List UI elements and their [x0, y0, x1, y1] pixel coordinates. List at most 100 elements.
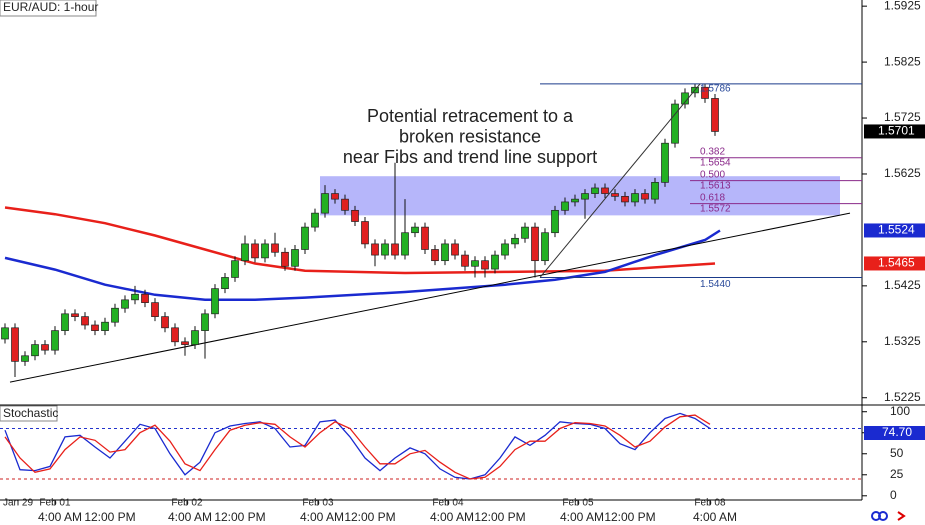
- candle-body: [441, 243, 449, 262]
- y-tick-label: 1.5425: [884, 278, 921, 292]
- candle-body: [11, 327, 19, 362]
- candle-body: [531, 226, 539, 262]
- candle-body: [701, 86, 709, 99]
- fib-ratio: 0.382: [700, 146, 725, 157]
- x-tick-label: Feb 04: [432, 498, 464, 509]
- price-label: 1.5465: [878, 256, 915, 270]
- time-tick-label: 4:00 AM: [38, 510, 82, 524]
- candle-body: [371, 243, 379, 256]
- candle-body: [211, 288, 219, 315]
- candle-body: [661, 142, 669, 183]
- candle-body: [91, 324, 99, 331]
- candle-body: [101, 321, 109, 331]
- fib-price: 1.5654: [700, 157, 731, 168]
- candle-body: [521, 226, 529, 239]
- time-tick-label: 4:00 AM: [430, 510, 474, 524]
- stochastic-value-box: [864, 425, 925, 440]
- candle-body: [431, 249, 439, 262]
- candle-body: [641, 193, 649, 200]
- x-tick-label: Feb 02: [171, 498, 203, 509]
- time-tick-label: 4:00 AM: [168, 510, 212, 524]
- y-tick-label: 1.5225: [884, 390, 921, 404]
- candle-body: [61, 313, 69, 331]
- candle-body: [391, 243, 399, 256]
- stochastic-line: [4, 414, 711, 480]
- candle-body: [671, 103, 679, 144]
- candle-body: [21, 355, 29, 362]
- fib-price: 1.5572: [700, 203, 731, 214]
- annotation: Potential retracement to a: [367, 106, 574, 126]
- candle-body: [351, 209, 359, 222]
- y-tick-label: 25: [890, 467, 904, 481]
- time-tick-label: 12:00 PM: [604, 510, 655, 524]
- y-tick-label: 1.5925: [884, 0, 921, 12]
- candle-body: [621, 195, 629, 203]
- indicator-title: Stochastic: [3, 406, 58, 420]
- candle-body: [551, 209, 559, 234]
- x-tick-label: Feb 01: [39, 498, 71, 509]
- time-tick-label: 12:00 PM: [84, 510, 135, 524]
- fib-label: 1.5786: [700, 84, 731, 95]
- y-tick-label: 1.5325: [884, 334, 921, 348]
- candle-body: [31, 344, 39, 357]
- y-tick-label: 1.5825: [884, 54, 921, 68]
- candle-body: [271, 243, 279, 253]
- candle-body: [71, 313, 79, 317]
- resistance-zone: [320, 176, 840, 216]
- indicator-title-box: [0, 405, 58, 422]
- y-tick-label: 50: [890, 446, 904, 460]
- time-tick-label: 4:00 AM: [300, 510, 344, 524]
- annotation: broken resistance: [399, 126, 541, 146]
- candle-body: [171, 327, 179, 343]
- fib-ratio: 0.618: [700, 192, 725, 203]
- link-icon[interactable]: [878, 511, 888, 521]
- candle-body: [411, 226, 419, 234]
- candle-body: [41, 344, 49, 351]
- price-label-box: [864, 223, 925, 238]
- candle-body: [711, 98, 719, 132]
- candle-body: [51, 330, 59, 351]
- candle-body: [231, 260, 239, 278]
- time-tick-label: 12:00 PM: [344, 510, 395, 524]
- chart-title: EUR/AUD: 1-hour: [3, 0, 98, 14]
- title-box: [0, 0, 97, 17]
- candle-body: [281, 251, 289, 267]
- candle-body: [331, 193, 339, 200]
- candle-body: [291, 249, 299, 267]
- candle-body: [161, 316, 169, 329]
- candle-body: [111, 307, 119, 323]
- candle-body: [421, 226, 429, 250]
- y-tick-label: 0: [890, 488, 897, 502]
- candle-body: [131, 293, 139, 301]
- candle-body: [651, 182, 659, 200]
- stochastic-value: 74.70: [882, 425, 912, 439]
- x-tick-label: Jan 29: [3, 498, 33, 509]
- x-tick-label: Feb 05: [562, 498, 594, 509]
- fib-label: 1.5440: [700, 279, 731, 290]
- candle-body: [611, 193, 619, 197]
- toolbar-icons[interactable]: [871, 511, 906, 521]
- x-tick-label: Feb 03: [302, 498, 334, 509]
- candle-body: [311, 212, 319, 228]
- arrow-icon[interactable]: [897, 511, 906, 521]
- candle-body: [491, 254, 499, 270]
- candle-body: [471, 260, 479, 267]
- candle-body: [401, 232, 409, 256]
- candle-body: [151, 302, 159, 317]
- annotation: near Fibs and trend line support: [343, 147, 597, 167]
- candle-body: [631, 193, 639, 203]
- candle-body: [501, 243, 509, 256]
- candle-body: [341, 198, 349, 211]
- candle-body: [481, 260, 489, 270]
- moving-average: [4, 229, 721, 302]
- candle-body: [361, 221, 369, 245]
- time-tick-label: 4:00 AM: [560, 510, 604, 524]
- candle-body: [591, 187, 599, 194]
- fib-diagonal: [539, 83, 701, 278]
- candle-body: [381, 243, 389, 256]
- time-tick-label: 12:00 PM: [474, 510, 525, 524]
- y-tick-label: 1.5725: [884, 110, 921, 124]
- candle-body: [461, 254, 469, 267]
- overlay: 1.5925 1.5825 1.5725 1.5625 1.5425 1.5325 1.52…: [3, 0, 925, 524]
